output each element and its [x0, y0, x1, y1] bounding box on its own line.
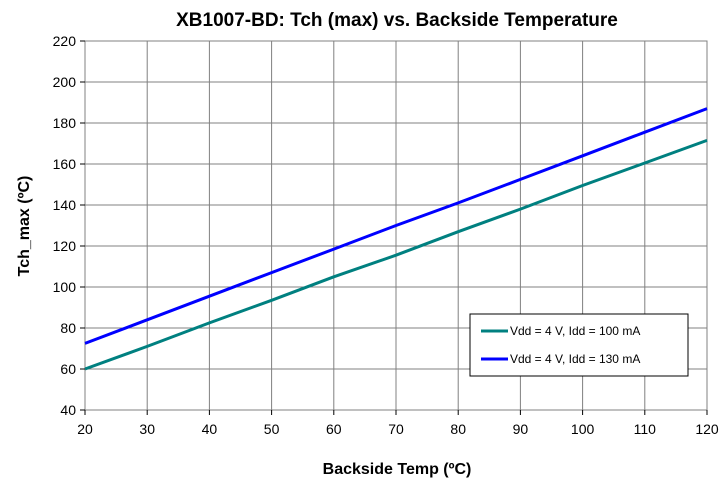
y-tick-label: 40 [60, 402, 76, 418]
x-tick-label: 120 [695, 421, 719, 437]
legend-label: Vdd = 4 V, Idd = 130 mA [510, 352, 640, 366]
x-tick-label: 40 [202, 421, 218, 437]
y-tick-label: 200 [53, 74, 77, 90]
axis-ticks: 20 30 40 50 60 70 80 90 100 110 120 40 60 80 100 120 140… [53, 33, 719, 437]
legend-box [469, 313, 689, 377]
x-tick-label: 30 [139, 421, 155, 437]
y-tick-label: 220 [53, 33, 77, 49]
y-axis-label: Tch_max (ºC) [16, 176, 33, 277]
x-tick-label: 60 [326, 421, 342, 437]
y-tick-label: 100 [53, 279, 77, 295]
x-tick-label: 70 [388, 421, 404, 437]
x-tick-label: 110 [634, 421, 657, 437]
x-tick-label: 20 [77, 421, 93, 437]
series-lines [84, 107, 708, 371]
y-tick-label: 120 [53, 238, 77, 254]
x-tick-label: 100 [571, 421, 595, 437]
y-tick-label: 180 [53, 115, 77, 131]
x-tick-label: 90 [513, 421, 529, 437]
series-line-2 [84, 107, 708, 345]
x-tick-label: 50 [264, 421, 280, 437]
x-tick-label: 80 [450, 421, 466, 437]
legend: Vdd = 4 V, Idd = 100 mA Vdd = 4 V, Idd = … [469, 313, 689, 377]
series-line-1 [84, 138, 708, 371]
y-tick-label: 140 [53, 197, 77, 213]
x-axis-label: Backside Temp (ºC) [323, 461, 472, 478]
y-tick-label: 60 [60, 361, 76, 377]
y-tick-label: 80 [60, 320, 76, 336]
y-tick-label: 160 [53, 156, 77, 172]
chart-title: XB1007-BD: Tch (max) vs. Backside Temper… [176, 10, 618, 31]
legend-label: Vdd = 4 V, Idd = 100 mA [510, 324, 640, 338]
